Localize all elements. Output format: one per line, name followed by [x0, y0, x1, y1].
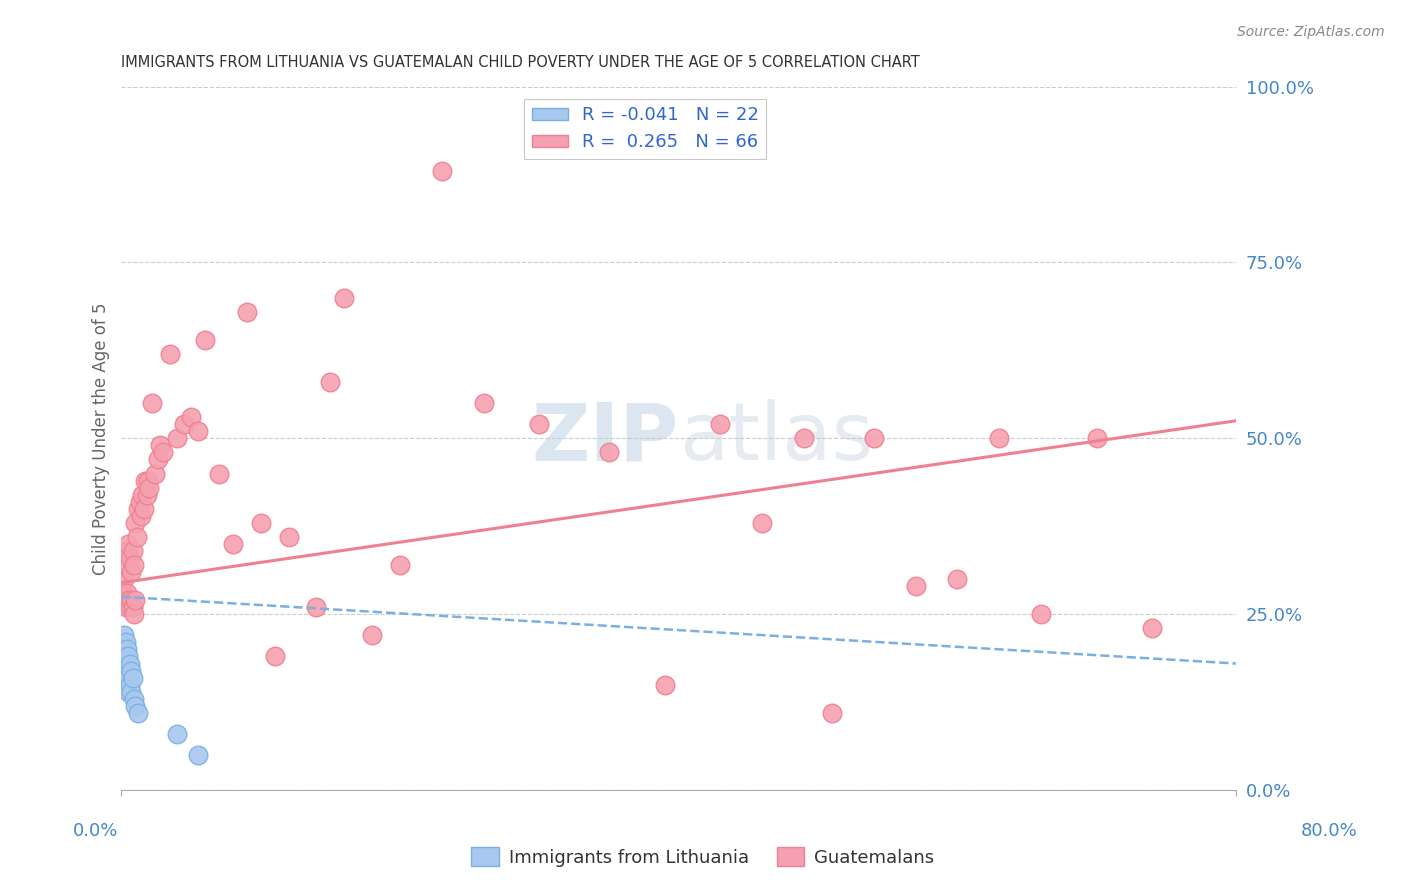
Point — [114, 671, 136, 685]
Point — [114, 600, 136, 615]
Point — [115, 544, 138, 558]
Point — [263, 649, 285, 664]
Text: 0.0%: 0.0% — [73, 822, 118, 840]
Point — [793, 431, 815, 445]
Point — [173, 417, 195, 432]
Point — [222, 537, 245, 551]
Point — [187, 425, 209, 439]
Point — [333, 291, 356, 305]
Point — [120, 593, 142, 607]
Point — [430, 164, 453, 178]
Point — [117, 671, 139, 685]
Point — [114, 558, 136, 572]
Point — [124, 698, 146, 713]
Legend: Immigrants from Lithuania, Guatemalans: Immigrants from Lithuania, Guatemalans — [464, 840, 942, 874]
Point — [129, 508, 152, 523]
Point — [120, 684, 142, 698]
Point — [120, 664, 142, 678]
Point — [654, 678, 676, 692]
Text: ZIP: ZIP — [531, 400, 679, 477]
Point — [821, 706, 844, 720]
Point — [118, 657, 141, 671]
Point — [187, 747, 209, 762]
Point — [122, 691, 145, 706]
Point — [136, 474, 159, 488]
Point — [121, 600, 143, 615]
Point — [115, 586, 138, 600]
Point — [117, 593, 139, 607]
Point — [118, 600, 141, 615]
Point — [121, 544, 143, 558]
Point — [128, 494, 150, 508]
Point — [125, 530, 148, 544]
Point — [143, 467, 166, 481]
Point — [361, 628, 384, 642]
Point — [127, 706, 149, 720]
Point — [131, 488, 153, 502]
Point — [472, 396, 495, 410]
Point — [115, 664, 138, 678]
Point — [111, 642, 134, 657]
Point — [529, 417, 551, 432]
Text: 80.0%: 80.0% — [1301, 822, 1357, 840]
Point — [277, 530, 299, 544]
Point — [134, 474, 156, 488]
Point — [122, 558, 145, 572]
Point — [249, 516, 271, 530]
Point — [117, 537, 139, 551]
Point — [132, 501, 155, 516]
Point — [389, 558, 412, 572]
Point — [208, 467, 231, 481]
Point — [117, 684, 139, 698]
Point — [122, 607, 145, 622]
Point — [141, 396, 163, 410]
Point — [114, 657, 136, 671]
Point — [1142, 621, 1164, 635]
Point — [118, 678, 141, 692]
Point — [112, 572, 135, 586]
Legend: R = -0.041   N = 22, R =  0.265   N = 66: R = -0.041 N = 22, R = 0.265 N = 66 — [524, 99, 766, 159]
Point — [135, 488, 157, 502]
Point — [124, 516, 146, 530]
Point — [305, 600, 328, 615]
Point — [598, 445, 620, 459]
Text: atlas: atlas — [679, 400, 873, 477]
Point — [180, 410, 202, 425]
Point — [149, 438, 172, 452]
Point — [121, 671, 143, 685]
Point — [1085, 431, 1108, 445]
Point — [1029, 607, 1052, 622]
Point — [166, 431, 188, 445]
Point — [124, 593, 146, 607]
Point — [111, 586, 134, 600]
Point — [118, 551, 141, 566]
Point — [120, 565, 142, 579]
Point — [152, 445, 174, 459]
Point — [319, 375, 342, 389]
Point — [114, 635, 136, 649]
Point — [138, 481, 160, 495]
Point — [127, 501, 149, 516]
Point — [115, 642, 138, 657]
Point — [146, 452, 169, 467]
Point — [194, 333, 217, 347]
Text: IMMIGRANTS FROM LITHUANIA VS GUATEMALAN CHILD POVERTY UNDER THE AGE OF 5 CORRELA: IMMIGRANTS FROM LITHUANIA VS GUATEMALAN … — [121, 55, 920, 70]
Point — [988, 431, 1011, 445]
Point — [236, 304, 259, 318]
Point — [946, 572, 969, 586]
Text: Source: ZipAtlas.com: Source: ZipAtlas.com — [1237, 25, 1385, 39]
Y-axis label: Child Poverty Under the Age of 5: Child Poverty Under the Age of 5 — [93, 302, 110, 574]
Point — [159, 347, 181, 361]
Point — [904, 579, 927, 593]
Point — [862, 431, 884, 445]
Point — [117, 649, 139, 664]
Point — [112, 628, 135, 642]
Point — [751, 516, 773, 530]
Point — [112, 649, 135, 664]
Point — [166, 727, 188, 741]
Point — [709, 417, 731, 432]
Point — [115, 678, 138, 692]
